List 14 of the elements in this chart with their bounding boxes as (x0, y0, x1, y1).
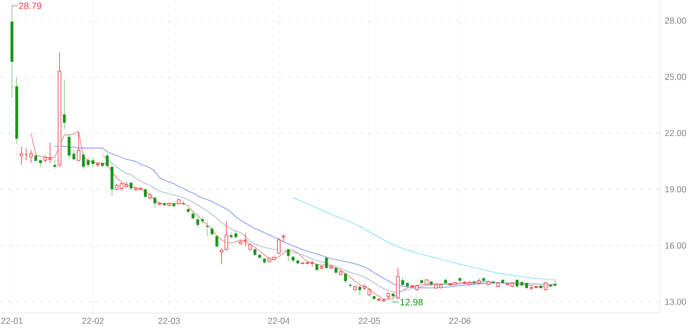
annotation: 12.98 (400, 298, 423, 306)
y-tick-label: 13.00 (665, 298, 686, 305)
y-tick-label: 22.00 (665, 130, 686, 136)
x-tick-label: 22-01 (1, 318, 23, 324)
y-tick-label: 19.00 (665, 186, 686, 192)
x-tick-label: 22-06 (449, 318, 471, 324)
x-tick-label: 22-03 (158, 318, 180, 324)
y-tick-label: 16.00 (665, 242, 686, 249)
x-tick-label: 22-04 (268, 318, 290, 324)
y-tick-label: 28.00 (665, 18, 686, 24)
x-tick-label: 22-02 (82, 318, 104, 324)
y-tick-label: 25.00 (665, 74, 686, 80)
x-tick-label: 22-05 (358, 318, 380, 324)
annotation: 28.79 (19, 2, 42, 10)
